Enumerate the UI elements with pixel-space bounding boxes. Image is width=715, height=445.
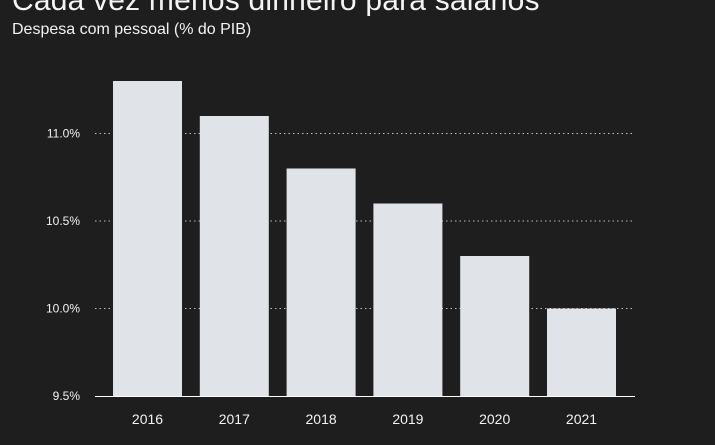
x-tick-label: 2016 [132,411,163,427]
y-tick-label: 10.0% [46,302,80,316]
chart-subtitle: Despesa com pessoal (% do PIB) [12,21,252,38]
x-tick-label: 2017 [219,411,250,427]
bar-2017 [199,116,269,396]
bar-2018 [286,168,356,396]
bars [113,81,616,396]
y-tick-label: 10.5% [46,214,80,228]
bar-2021 [547,308,616,396]
y-axis-ticks: 9.5% 10.0% 10.5% 11.0% [46,127,80,404]
chart-title: Cada vez menos dinheiro para salários [12,0,540,17]
bar-2019 [373,203,443,396]
gridlines [95,133,635,309]
x-tick-label: 2021 [566,411,597,427]
y-tick-label: 9.5% [53,389,81,403]
bar-2016 [113,81,182,396]
bar-2020 [460,256,530,396]
y-tick-label: 11.0% [47,127,80,141]
x-tick-label: 2018 [306,411,337,427]
x-axis-ticks: 2016 2017 2018 2019 2020 2021 [132,411,597,427]
x-tick-label: 2019 [392,411,423,427]
x-tick-label: 2020 [479,411,510,427]
